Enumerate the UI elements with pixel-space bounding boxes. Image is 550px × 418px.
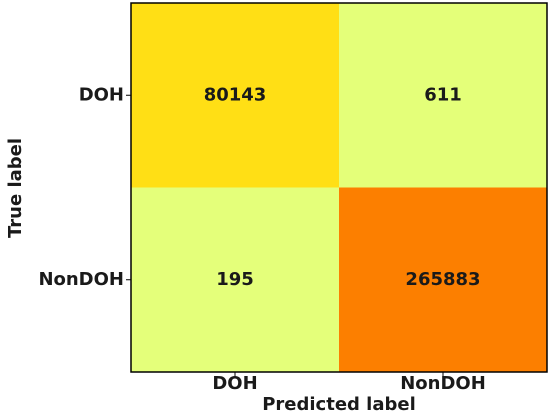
y-axis-label: True label	[5, 138, 26, 238]
heatmap-cell	[131, 3, 339, 188]
heatmap-cell	[339, 3, 547, 188]
heatmap-cell	[131, 187, 339, 372]
x-tick-label: DOH	[212, 373, 257, 394]
cell-label: 195	[216, 269, 254, 290]
x-tick-label: NonDOH	[400, 373, 486, 394]
y-tick-label: DOH	[79, 84, 124, 105]
x-axis-label: Predicted label	[262, 394, 416, 415]
plot-frame	[130, 2, 548, 373]
cell-label: 611	[424, 84, 462, 105]
cell-label: 80143	[204, 84, 267, 105]
heatmap-cell	[339, 187, 547, 372]
y-tick-label: NonDOH	[38, 269, 124, 290]
cell-label: 265883	[405, 269, 480, 290]
